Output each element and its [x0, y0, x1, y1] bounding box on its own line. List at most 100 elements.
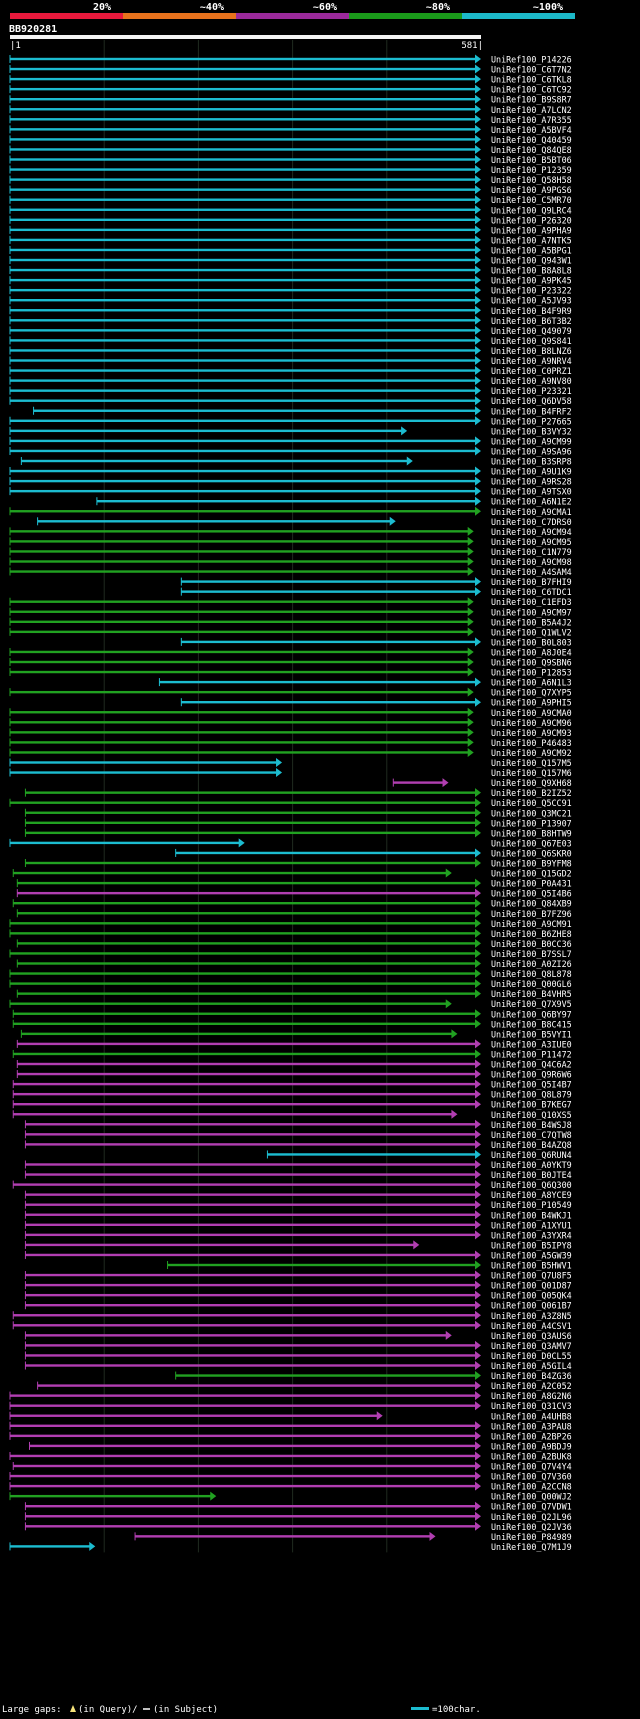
hit-bar[interactable] — [10, 550, 469, 553]
hit-label[interactable]: UniRef100_A9PHI5 — [491, 698, 572, 708]
hit-label[interactable]: UniRef100_Q7V4Y4 — [491, 1462, 572, 1472]
hit-bar[interactable] — [10, 228, 476, 232]
hit-label[interactable]: UniRef100_Q6RUN4 — [491, 1150, 572, 1160]
hit-bar[interactable] — [13, 902, 476, 905]
hit-label[interactable]: UniRef100_P0A431 — [491, 879, 572, 889]
hit-label[interactable]: UniRef100_A9CM94 — [491, 527, 572, 537]
hit-label[interactable]: UniRef100_B6ZHE8 — [491, 929, 572, 939]
hit-label[interactable]: UniRef100_B9S8R7 — [491, 95, 572, 105]
hit-label[interactable]: UniRef100_C7DRS0 — [491, 517, 572, 527]
hit-bar[interactable] — [10, 922, 476, 925]
hit-label[interactable]: UniRef100_Q2JV36 — [491, 1522, 572, 1532]
hit-bar[interactable] — [10, 801, 476, 804]
hit-label[interactable]: UniRef100_Q7M1J9 — [491, 1542, 572, 1552]
hit-bar[interactable] — [10, 530, 469, 533]
hit-bar[interactable] — [10, 1545, 91, 1548]
hit-bar[interactable] — [10, 399, 476, 402]
hit-bar[interactable] — [10, 238, 476, 242]
hit-bar[interactable] — [10, 1424, 476, 1427]
hit-label[interactable]: UniRef100_P23322 — [491, 286, 572, 296]
hit-bar[interactable] — [13, 871, 447, 875]
hit-label[interactable]: UniRef100_A0ZI26 — [491, 959, 572, 969]
hit-bar[interactable] — [181, 590, 476, 593]
hit-bar[interactable] — [25, 1304, 476, 1307]
hit-label[interactable]: UniRef100_B5HWV1 — [491, 1261, 572, 1271]
hit-label[interactable]: UniRef100_B3VY32 — [491, 426, 572, 436]
hit-bar[interactable] — [181, 640, 476, 644]
hit-label[interactable]: UniRef100_Q157M5 — [491, 758, 572, 768]
hit-bar[interactable] — [10, 469, 476, 473]
hit-label[interactable]: UniRef100_Q7V360 — [491, 1472, 572, 1482]
hit-bar[interactable] — [393, 781, 444, 784]
hit-label[interactable]: UniRef100_P26320 — [491, 215, 572, 225]
hit-label[interactable]: UniRef100_A9CM99 — [491, 436, 572, 446]
hit-bar[interactable] — [10, 620, 469, 623]
hit-bar[interactable] — [37, 1384, 476, 1387]
hit-bar[interactable] — [10, 771, 278, 774]
hit-label[interactable]: UniRef100_B4F9R9 — [491, 306, 572, 316]
hit-label[interactable]: UniRef100_C1N779 — [491, 547, 572, 557]
hit-label[interactable]: UniRef100_Q7U8F5 — [491, 1271, 572, 1281]
hit-label[interactable]: UniRef100_B5VYI1 — [491, 1029, 572, 1039]
hit-bar[interactable] — [13, 1324, 476, 1327]
hit-bar[interactable] — [13, 1082, 476, 1086]
hit-bar[interactable] — [10, 278, 476, 282]
hit-bar[interactable] — [10, 429, 403, 433]
hit-label[interactable]: UniRef100_Q15GD2 — [491, 869, 572, 879]
hit-label[interactable]: UniRef100_A9NV80 — [491, 376, 572, 386]
hit-bar[interactable] — [25, 1123, 476, 1126]
hit-bar[interactable] — [25, 1223, 476, 1226]
hit-bar[interactable] — [10, 208, 476, 211]
hit-bar[interactable] — [10, 761, 278, 764]
hit-label[interactable]: UniRef100_Q3AMV7 — [491, 1341, 572, 1351]
hit-label[interactable]: UniRef100_A8YCE9 — [491, 1190, 572, 1200]
hit-label[interactable]: UniRef100_Q7X9V5 — [491, 999, 572, 1009]
hit-label[interactable]: UniRef100_Q05QK4 — [491, 1291, 572, 1301]
hit-bar[interactable] — [10, 369, 476, 372]
hit-label[interactable]: UniRef100_A5BVF4 — [491, 125, 572, 135]
hit-bar[interactable] — [17, 912, 476, 915]
hit-label[interactable]: UniRef100_C1EFD3 — [491, 597, 572, 607]
hit-bar[interactable] — [10, 329, 476, 332]
hit-bar[interactable] — [29, 1444, 476, 1448]
hit-bar[interactable] — [25, 1203, 476, 1206]
hit-bar[interactable] — [25, 1213, 476, 1216]
hit-label[interactable]: UniRef100_A5GW39 — [491, 1250, 572, 1260]
hit-bar[interactable] — [96, 500, 476, 503]
hit-bar[interactable] — [10, 319, 476, 322]
hit-label[interactable]: UniRef100_Q157M6 — [491, 768, 572, 778]
hit-bar[interactable] — [10, 258, 476, 262]
hit-label[interactable]: UniRef100_C0PRZ1 — [491, 366, 572, 376]
hit-label[interactable]: UniRef100_Q3AUS6 — [491, 1331, 572, 1341]
hit-bar[interactable] — [10, 108, 476, 111]
hit-label[interactable]: UniRef100_Q3MC21 — [491, 808, 572, 818]
hit-label[interactable]: UniRef100_A4CSV1 — [491, 1321, 572, 1331]
hit-bar[interactable] — [13, 1092, 476, 1096]
hit-label[interactable]: UniRef100_P23321 — [491, 386, 572, 396]
hit-label[interactable]: UniRef100_Q5I4B7 — [491, 1080, 572, 1090]
hit-label[interactable]: UniRef100_Q061B7 — [491, 1301, 572, 1311]
hit-bar[interactable] — [10, 188, 476, 191]
hit-bar[interactable] — [159, 680, 476, 684]
hit-bar[interactable] — [10, 711, 469, 714]
hit-label[interactable]: UniRef100_A9CM91 — [491, 919, 572, 929]
hit-label[interactable]: UniRef100_B4WKJ1 — [491, 1210, 572, 1220]
hit-label[interactable]: UniRef100_A6N1E2 — [491, 497, 572, 507]
hit-label[interactable]: UniRef100_A9PGS6 — [491, 185, 572, 195]
hit-label[interactable]: UniRef100_B2IZ52 — [491, 788, 572, 798]
hit-label[interactable]: UniRef100_Q9S841 — [491, 336, 572, 346]
hit-bar[interactable] — [13, 1052, 476, 1056]
hit-label[interactable]: UniRef100_P11472 — [491, 1049, 572, 1059]
hit-label[interactable]: UniRef100_Q7VDW1 — [491, 1502, 572, 1512]
hit-bar[interactable] — [13, 1012, 476, 1015]
hit-label[interactable]: UniRef100_A0YKT9 — [491, 1160, 572, 1170]
hit-bar[interactable] — [10, 540, 469, 543]
hit-bar[interactable] — [37, 520, 391, 523]
hit-label[interactable]: UniRef100_Q2JL96 — [491, 1512, 572, 1522]
hit-label[interactable]: UniRef100_Q6Q300 — [491, 1180, 572, 1190]
hit-label[interactable]: UniRef100_Q8L878 — [491, 969, 572, 979]
hit-bar[interactable] — [175, 1374, 477, 1377]
hit-bar[interactable] — [25, 1133, 476, 1136]
hit-label[interactable]: UniRef100_B8LNZ6 — [491, 346, 572, 356]
hit-label[interactable]: UniRef100_B5BT06 — [491, 155, 572, 165]
